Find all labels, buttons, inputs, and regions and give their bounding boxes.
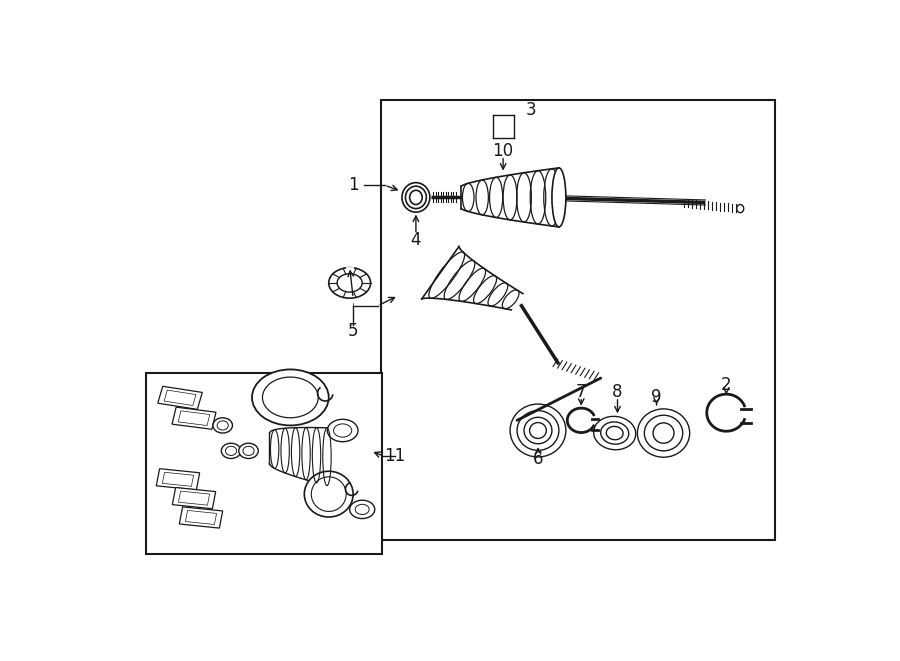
Circle shape — [349, 500, 374, 519]
Bar — [158, 386, 202, 409]
Text: 3: 3 — [526, 101, 536, 119]
Bar — [381, 100, 775, 540]
Text: 1: 1 — [347, 176, 358, 194]
Text: 6: 6 — [533, 449, 544, 467]
Ellipse shape — [238, 444, 258, 459]
Circle shape — [338, 274, 362, 292]
Text: 11: 11 — [384, 447, 406, 465]
Text: 10: 10 — [492, 141, 514, 159]
Circle shape — [252, 369, 328, 426]
Ellipse shape — [221, 444, 241, 459]
Circle shape — [328, 268, 371, 298]
Ellipse shape — [552, 168, 566, 227]
Text: 5: 5 — [348, 323, 358, 340]
Ellipse shape — [304, 471, 353, 517]
Ellipse shape — [402, 182, 430, 212]
Circle shape — [328, 419, 358, 442]
Bar — [179, 507, 222, 528]
Ellipse shape — [406, 186, 427, 209]
Bar — [172, 488, 216, 509]
Bar — [172, 407, 216, 429]
Bar — [164, 390, 196, 405]
Bar — [157, 469, 200, 490]
Text: 9: 9 — [652, 389, 662, 407]
Bar — [178, 411, 210, 426]
Ellipse shape — [737, 204, 743, 213]
Ellipse shape — [213, 418, 232, 433]
Bar — [178, 491, 210, 505]
Text: 4: 4 — [410, 231, 421, 249]
Bar — [162, 472, 194, 486]
Ellipse shape — [410, 190, 422, 204]
Text: 2: 2 — [721, 375, 732, 394]
Bar — [146, 373, 382, 554]
Text: 7: 7 — [576, 383, 587, 401]
Bar — [185, 510, 217, 524]
Text: 8: 8 — [612, 383, 623, 401]
